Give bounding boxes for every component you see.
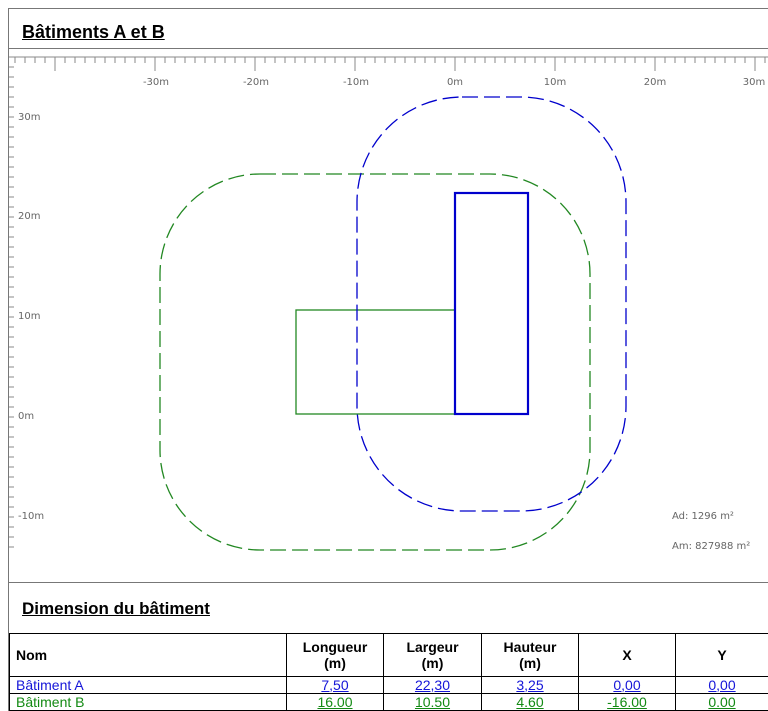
- col-header-x: X: [578, 633, 676, 677]
- x-tick-label: 20m: [644, 77, 666, 88]
- cell-value: 16.00: [317, 693, 353, 710]
- cell-hauteur: 3,25: [481, 676, 579, 694]
- col-header-unit: (m): [421, 655, 444, 671]
- dimensions-table: Nom Longueur (m) Largeur (m) Hauteur (m) X …: [9, 633, 768, 711]
- x-tick-label: 30m: [743, 77, 765, 88]
- x-tick-label: 0m: [447, 77, 463, 88]
- cell-value: 4.60: [516, 693, 544, 710]
- cell-value: 7,50: [321, 676, 349, 693]
- am-area-label: Am: 827988 m²: [672, 541, 750, 552]
- section-title: Dimension du bâtiment: [22, 599, 210, 618]
- cell-nom: Bâtiment A: [9, 676, 287, 694]
- col-header-label: Hauteur: [503, 639, 557, 655]
- ad-area-label: Ad: 1296 m²: [672, 511, 734, 522]
- table-header-row: Nom Longueur (m) Largeur (m) Hauteur (m) X …: [9, 633, 768, 677]
- y-tick-label: 10m: [18, 311, 40, 322]
- col-header-nom: Nom: [9, 633, 287, 677]
- cell-x: -16.00: [578, 693, 676, 711]
- col-header-largeur: Largeur (m): [383, 633, 482, 677]
- col-header-label: Largeur: [406, 639, 459, 655]
- col-header-label: Longueur: [302, 639, 368, 655]
- col-header-longueur: Longueur (m): [286, 633, 384, 677]
- col-header-unit: (m): [519, 655, 541, 671]
- cell-largeur: 22,30: [383, 676, 482, 694]
- col-header-unit: (m): [324, 655, 346, 671]
- table-row: Bâtiment B 16.00 10.50 4.60 -16.00 0.00: [9, 693, 768, 711]
- top-ruler-ticks: [14, 57, 766, 71]
- x-tick-label: -10m: [343, 77, 369, 88]
- cell-value: 0,00: [613, 676, 641, 693]
- cell-largeur: 10.50: [383, 693, 482, 711]
- cell-y: 0.00: [675, 693, 768, 711]
- building-a-buffer-outline: [356, 96, 627, 512]
- cell-longueur: 7,50: [286, 676, 384, 694]
- left-ruler-ticks: [9, 66, 14, 548]
- cell-value: 22,30: [414, 676, 451, 693]
- cell-hauteur: 4.60: [481, 693, 579, 711]
- col-header-hauteur: Hauteur (m): [481, 633, 579, 677]
- y-tick-label: 20m: [18, 211, 40, 222]
- page-title: Bâtiments A et B: [22, 22, 165, 42]
- y-tick-label: 0m: [18, 411, 34, 422]
- table-row: Bâtiment A 7,50 22,30 3,25 0,00 0,00: [9, 676, 768, 694]
- cell-y: 0,00: [675, 676, 768, 694]
- title-divider: [9, 48, 768, 49]
- cell-value: -16.00: [607, 693, 647, 710]
- plan-divider: [9, 582, 768, 583]
- building-a-footprint: [453, 191, 530, 416]
- y-tick-label: -10m: [18, 511, 44, 522]
- site-plan: -30m -20m -10m 0m 10m 20m 30m 30m 20m 10…: [9, 56, 768, 552]
- y-tick-label: 30m: [18, 112, 40, 123]
- x-tick-label: 10m: [544, 77, 566, 88]
- cell-value: 0,00: [708, 676, 736, 693]
- cell-nom: Bâtiment B: [9, 693, 287, 711]
- building-b-buffer-outline: [159, 173, 591, 551]
- report-frame: [8, 8, 768, 711]
- cell-value: 10.50: [414, 693, 451, 710]
- cell-value: 3,25: [516, 676, 544, 693]
- building-b-footprint: [295, 309, 456, 415]
- cell-x: 0,00: [578, 676, 676, 694]
- x-tick-label: -30m: [143, 77, 169, 88]
- col-header-y: Y: [675, 633, 768, 677]
- cell-value: 0.00: [708, 693, 736, 710]
- x-tick-label: -20m: [243, 77, 269, 88]
- cell-longueur: 16.00: [286, 693, 384, 711]
